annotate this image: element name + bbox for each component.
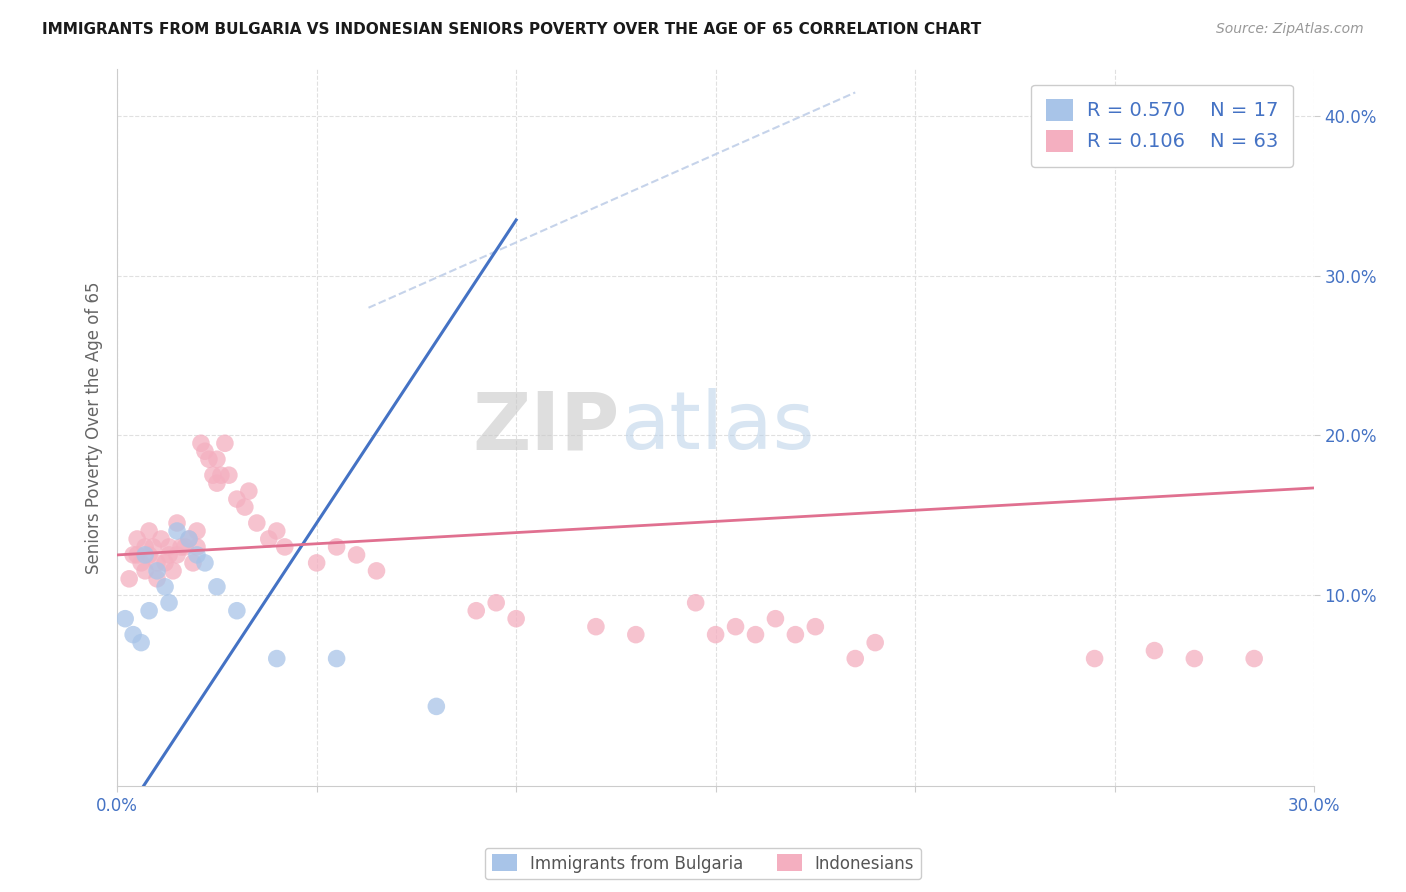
Point bbox=[724, 620, 747, 634]
Point bbox=[765, 612, 787, 626]
Point bbox=[205, 452, 228, 467]
Point bbox=[166, 516, 188, 530]
Point bbox=[114, 612, 136, 626]
Point bbox=[190, 436, 212, 450]
Point bbox=[129, 635, 152, 649]
Point bbox=[585, 620, 607, 634]
Point bbox=[134, 540, 156, 554]
Point bbox=[266, 524, 288, 538]
Point bbox=[863, 635, 886, 649]
Point bbox=[174, 540, 197, 554]
Point bbox=[166, 548, 188, 562]
Point bbox=[1143, 643, 1166, 657]
Point bbox=[170, 540, 193, 554]
Point bbox=[150, 532, 173, 546]
Text: atlas: atlas bbox=[620, 388, 814, 467]
Legend: Immigrants from Bulgaria, Indonesians: Immigrants from Bulgaria, Indonesians bbox=[485, 847, 921, 880]
Point bbox=[138, 524, 160, 538]
Point bbox=[205, 476, 228, 491]
Point bbox=[177, 532, 200, 546]
Point bbox=[146, 572, 169, 586]
Point bbox=[366, 564, 388, 578]
Text: ZIP: ZIP bbox=[472, 388, 620, 467]
Point bbox=[122, 627, 145, 641]
Point bbox=[186, 540, 208, 554]
Point bbox=[218, 468, 240, 483]
Point bbox=[177, 532, 200, 546]
Point bbox=[257, 532, 280, 546]
Point bbox=[465, 604, 488, 618]
Point bbox=[162, 564, 184, 578]
Point bbox=[127, 548, 149, 562]
Point bbox=[214, 436, 236, 450]
Point bbox=[181, 556, 204, 570]
Point bbox=[844, 651, 866, 665]
Point bbox=[704, 627, 727, 641]
Point bbox=[205, 580, 228, 594]
Text: Source: ZipAtlas.com: Source: ZipAtlas.com bbox=[1216, 22, 1364, 37]
Point bbox=[166, 524, 188, 538]
Point bbox=[233, 500, 256, 514]
Point bbox=[325, 540, 347, 554]
Point bbox=[153, 556, 176, 570]
Point bbox=[1243, 651, 1265, 665]
Point bbox=[209, 468, 232, 483]
Point bbox=[146, 556, 169, 570]
Point bbox=[201, 468, 224, 483]
Legend: R = 0.570    N = 17, R = 0.106    N = 63: R = 0.570 N = 17, R = 0.106 N = 63 bbox=[1031, 85, 1294, 167]
Point bbox=[157, 596, 180, 610]
Point bbox=[146, 564, 169, 578]
Point bbox=[194, 444, 217, 458]
Point bbox=[225, 604, 247, 618]
Point bbox=[225, 492, 247, 507]
Point bbox=[685, 596, 707, 610]
Point bbox=[186, 548, 208, 562]
Point bbox=[744, 627, 766, 641]
Point bbox=[485, 596, 508, 610]
Point bbox=[1084, 651, 1107, 665]
Point bbox=[127, 532, 149, 546]
Point bbox=[274, 540, 297, 554]
Text: IMMIGRANTS FROM BULGARIA VS INDONESIAN SENIORS POVERTY OVER THE AGE OF 65 CORREL: IMMIGRANTS FROM BULGARIA VS INDONESIAN S… bbox=[42, 22, 981, 37]
Point bbox=[134, 564, 156, 578]
Point bbox=[122, 548, 145, 562]
Point bbox=[138, 548, 160, 562]
Point bbox=[134, 548, 156, 562]
Point bbox=[194, 556, 217, 570]
Y-axis label: Seniors Poverty Over the Age of 65: Seniors Poverty Over the Age of 65 bbox=[86, 281, 103, 574]
Point bbox=[238, 484, 260, 499]
Point bbox=[246, 516, 269, 530]
Point bbox=[425, 699, 447, 714]
Point bbox=[266, 651, 288, 665]
Point bbox=[804, 620, 827, 634]
Point bbox=[325, 651, 347, 665]
Point bbox=[138, 604, 160, 618]
Point bbox=[624, 627, 647, 641]
Point bbox=[505, 612, 527, 626]
Point bbox=[346, 548, 368, 562]
Point bbox=[157, 540, 180, 554]
Point bbox=[118, 572, 141, 586]
Point bbox=[142, 540, 165, 554]
Point bbox=[129, 556, 152, 570]
Point bbox=[305, 556, 328, 570]
Point bbox=[785, 627, 807, 641]
Point bbox=[157, 548, 180, 562]
Point bbox=[198, 452, 221, 467]
Point bbox=[1182, 651, 1205, 665]
Point bbox=[153, 580, 176, 594]
Point bbox=[186, 524, 208, 538]
